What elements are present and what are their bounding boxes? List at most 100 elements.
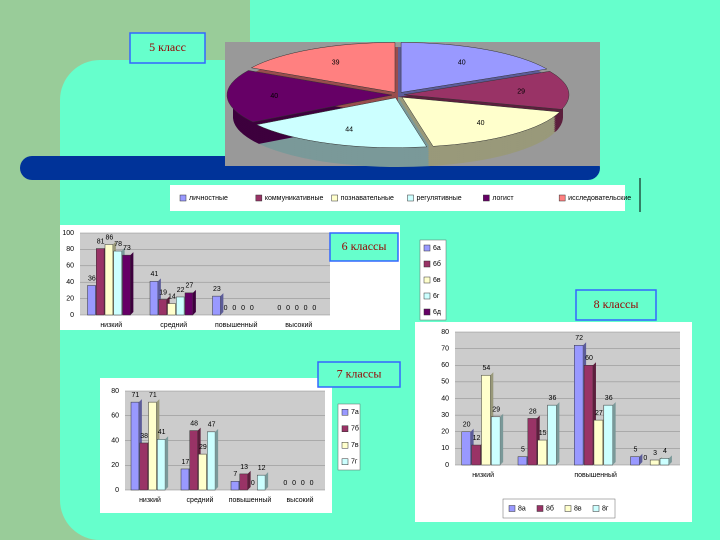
bar [148,401,157,491]
data-label: 86 [105,234,113,241]
data-label: 71 [149,392,157,399]
bar [207,431,216,491]
data-label: 0 [310,480,314,487]
x-tick-label: средний [160,321,187,329]
legend-label: регулятивные [417,195,462,202]
legend-label: 6г [433,293,440,300]
bar [537,439,547,466]
bar [491,416,501,466]
y-tick-label: 20 [441,429,449,436]
data-label: 28 [529,408,537,415]
legend-swatch [423,308,431,316]
legend-label: 6в [433,277,441,284]
legend-label: 6а [433,245,441,252]
legend-box [170,185,625,211]
bar-side [165,436,169,490]
legend-label: исследовательские [568,195,631,202]
bar-side [668,455,672,465]
y-tick-label: 70 [441,345,449,352]
bar-side [130,252,134,315]
data-label: 13 [240,464,248,471]
y-tick-label: 40 [66,279,74,286]
data-label: 54 [482,365,490,372]
bar [104,244,114,316]
data-label: 0 [643,455,647,462]
legend-label: личностные [189,195,228,202]
data-label: 0 [241,305,245,312]
bar [189,430,198,491]
data-label: 0 [283,480,287,487]
bar [130,401,140,491]
data-label: 0 [286,305,290,312]
y-tick-label: 10 [441,445,449,452]
bar [547,404,557,466]
bar-side [639,453,643,465]
legend-swatch [423,292,431,300]
pie-slice [401,96,561,147]
data-label: 36 [88,275,96,282]
y-tick-label: 60 [111,413,119,420]
data-label: 0 [301,480,305,487]
y-tick-label: 60 [66,263,74,270]
data-label: 23 [213,286,221,293]
legend-label: 6б [433,260,441,268]
y-tick-label: 80 [111,388,119,395]
data-label: 40 [458,60,466,67]
legend-swatch [341,425,349,432]
data-label: 7 [233,471,237,478]
bar [230,481,240,491]
bar [471,444,481,466]
bar [257,474,266,491]
bar [184,292,194,316]
data-label: 71 [131,392,139,399]
legend-swatch [341,442,349,449]
legend-swatch [423,260,431,268]
bar [583,365,594,466]
bar [176,296,185,316]
legend-label: 8а [518,505,526,512]
data-label: 0 [250,305,254,312]
title-box [575,289,657,321]
data-label: 60 [585,355,593,362]
legend-label: 7б [351,425,359,433]
data-label: 73 [123,245,131,252]
data-label: 29 [492,407,500,414]
y-tick-label: 0 [70,312,74,319]
bar [239,473,248,491]
x-tick-label: средний [187,496,214,504]
data-label: 20 [463,422,471,429]
bar-side [220,293,224,315]
bar [167,303,176,316]
legend-swatch [558,194,566,202]
bar [96,248,105,316]
data-label: 41 [150,271,158,278]
bar [149,281,159,316]
bar [113,250,122,316]
legend-label: логист [492,195,514,202]
data-label: 29 [517,88,525,95]
data-label: 36 [605,395,613,402]
y-tick-label: 0 [115,487,119,494]
legend-box [337,403,361,471]
data-label: 41 [158,429,166,436]
chart-title: 5 класс [149,40,186,54]
data-label: 0 [312,305,316,312]
data-label: 0 [292,480,296,487]
x-tick-label: повышенный [229,496,272,504]
legend-swatch [592,505,600,512]
data-label: 17 [181,459,189,466]
bar [122,254,131,316]
y-tick-label: 80 [66,246,74,253]
bar [157,439,166,491]
pie-slice [255,97,428,149]
data-label: 81 [97,238,105,245]
legend-label: 8б [546,504,554,512]
data-label: 47 [208,422,216,429]
legend-label: познавательные [341,195,394,202]
data-label: 78 [114,241,122,248]
bar [87,285,96,316]
data-label: 40 [270,93,278,100]
data-label: 0 [304,305,308,312]
legend-swatch [341,458,349,465]
